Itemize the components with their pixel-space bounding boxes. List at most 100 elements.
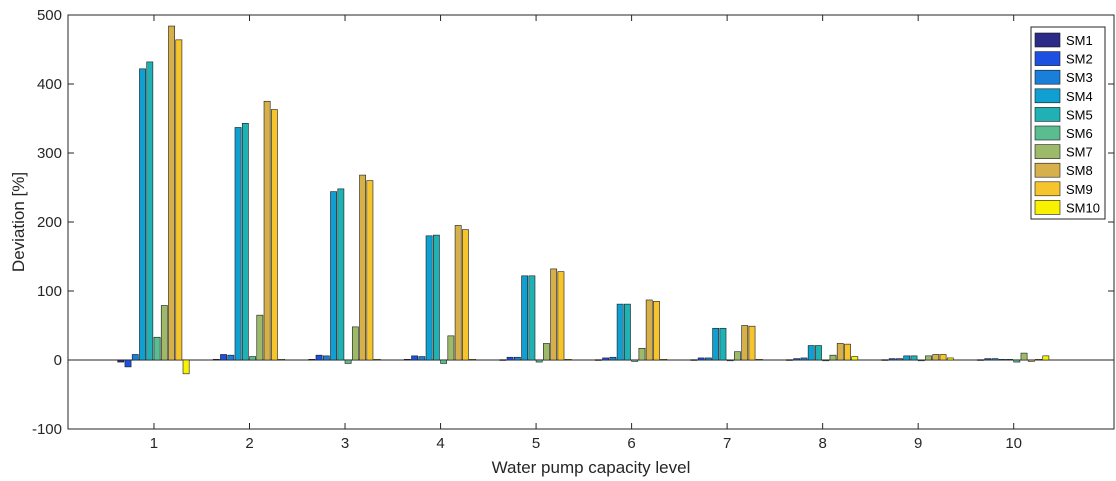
bar-sm6-level-2 — [249, 356, 256, 361]
bar-sm4-level-5 — [521, 275, 529, 361]
bar-sm10-level-7 — [755, 359, 763, 361]
bar-sm2-level-1 — [124, 359, 132, 368]
bars-group — [117, 25, 1050, 375]
bar-sm8-level-10 — [1027, 359, 1035, 362]
legend-label-sm6: SM6 — [1066, 126, 1093, 141]
bar-sm5-level-7 — [719, 327, 727, 361]
bar-sm5-level-1 — [146, 61, 154, 361]
bar-sm2-level-5 — [506, 356, 514, 361]
legend-swatch-sm5 — [1034, 107, 1061, 122]
bar-sm7-level-7 — [734, 351, 741, 361]
bar-sm10-level-1 — [182, 359, 190, 375]
legend-swatch-sm4 — [1034, 88, 1061, 104]
bar-sm2-level-8 — [793, 358, 801, 361]
bar-sm5-level-6 — [624, 303, 631, 361]
bar-sm3-level-8 — [800, 357, 808, 361]
x-tick-label: 7 — [723, 435, 731, 452]
bar-sm9-level-9 — [939, 354, 947, 361]
bar-sm1-level-1 — [117, 359, 125, 363]
legend-swatch-sm8 — [1034, 162, 1061, 178]
legend-swatch-sm7 — [1034, 144, 1061, 159]
bar-sm10-level-5 — [564, 359, 572, 361]
bar-sm3-level-3 — [322, 355, 330, 361]
legend-label-sm10: SM10 — [1066, 200, 1100, 215]
bar-sm10-level-2 — [278, 359, 286, 361]
y-tick-label: 400 — [37, 76, 62, 93]
legend: SM1 SM2 SM3 SM4 SM5 SM6 SM7 SM8 SM9 SM10 — [1030, 26, 1106, 220]
bar-sm1-level-6 — [594, 359, 602, 361]
bar-sm9-level-6 — [653, 301, 660, 361]
bar-sm3-level-10 — [991, 358, 999, 361]
bar-sm4-level-8 — [807, 345, 815, 361]
bar-sm1-level-3 — [308, 359, 316, 361]
bar-sm8-level-7 — [741, 325, 749, 361]
bar-sm3-level-6 — [609, 356, 617, 361]
y-tick-label: 500 — [37, 7, 62, 24]
bar-sm1-level-4 — [403, 359, 411, 361]
bar-sm5-level-4 — [432, 234, 440, 361]
x-tick-label: 6 — [627, 435, 635, 452]
bar-sm4-level-3 — [330, 191, 337, 361]
bar-sm10-level-9 — [946, 357, 954, 361]
bar-sm1-level-8 — [786, 359, 793, 361]
bar-sm4-level-6 — [616, 303, 624, 361]
bar-sm2-level-6 — [602, 357, 610, 361]
bar-sm6-level-10 — [1013, 359, 1021, 363]
bar-sm10-level-8 — [851, 356, 859, 361]
bar-sm4-level-2 — [234, 127, 242, 361]
bar-sm1-level-2 — [212, 359, 220, 361]
legend-swatch-sm10 — [1034, 200, 1061, 215]
bar-sm6-level-4 — [440, 359, 448, 364]
y-tick-label: -100 — [32, 421, 62, 438]
bar-sm6-level-3 — [344, 359, 352, 364]
bar-sm9-level-10 — [1035, 359, 1042, 361]
bar-sm7-level-2 — [256, 314, 264, 361]
legend-label-sm5: SM5 — [1066, 107, 1093, 122]
bar-sm1-level-5 — [499, 359, 507, 361]
x-axis-label: Water pump capacity level — [492, 458, 691, 477]
bar-sm1-level-9 — [881, 359, 889, 361]
legend-label-sm2: SM2 — [1066, 52, 1093, 67]
bar-sm7-level-6 — [638, 347, 646, 361]
bar-sm7-level-1 — [160, 305, 168, 361]
bar-sm6-level-9 — [917, 359, 925, 362]
x-tick-label: 5 — [532, 435, 540, 452]
bar-sm3-level-9 — [896, 358, 903, 361]
plot-frame — [67, 14, 1115, 430]
y-axis-ticks: -100 0 100 200 300 400 500 — [32, 7, 1114, 438]
legend-swatch-sm6 — [1034, 125, 1061, 141]
bar-sm5-level-2 — [241, 123, 249, 361]
bar-sm6-level-7 — [726, 359, 734, 362]
bar-sm2-level-3 — [315, 354, 323, 361]
bar-sm8-level-1 — [168, 25, 175, 361]
bar-sm7-level-10 — [1020, 352, 1028, 361]
bar-sm8-level-6 — [645, 299, 653, 361]
bar-sm4-level-9 — [903, 355, 911, 361]
x-tick-label: 8 — [818, 435, 826, 452]
y-tick-label: 100 — [37, 283, 62, 300]
bar-sm3-level-4 — [418, 356, 426, 361]
bar-sm5-level-8 — [815, 345, 822, 361]
legend-label-sm8: SM8 — [1066, 163, 1093, 178]
legend-swatch-sm2 — [1034, 51, 1061, 66]
bar-sm4-level-4 — [425, 235, 433, 361]
bar-sm9-level-7 — [748, 325, 756, 361]
bar-sm2-level-9 — [888, 358, 896, 361]
bar-sm1-level-10 — [977, 359, 984, 361]
y-axis-label: Deviation [%] — [9, 172, 28, 272]
legend-swatch-sm9 — [1034, 181, 1061, 197]
bar-sm8-level-9 — [932, 354, 940, 361]
bar-sm5-level-9 — [910, 355, 918, 361]
bar-sm3-level-5 — [513, 356, 521, 361]
bar-sm1-level-7 — [690, 359, 698, 361]
bar-sm10-level-10 — [1042, 355, 1050, 361]
bar-sm8-level-5 — [550, 268, 558, 361]
bar-sm5-level-5 — [528, 275, 536, 361]
x-tick-label: 2 — [245, 435, 253, 452]
legend-label-sm1: SM1 — [1066, 33, 1093, 48]
legend-label-sm9: SM9 — [1066, 182, 1093, 197]
bar-sm6-level-5 — [535, 359, 543, 363]
bar-sm2-level-2 — [220, 354, 227, 361]
bar-sm4-level-1 — [139, 68, 146, 361]
